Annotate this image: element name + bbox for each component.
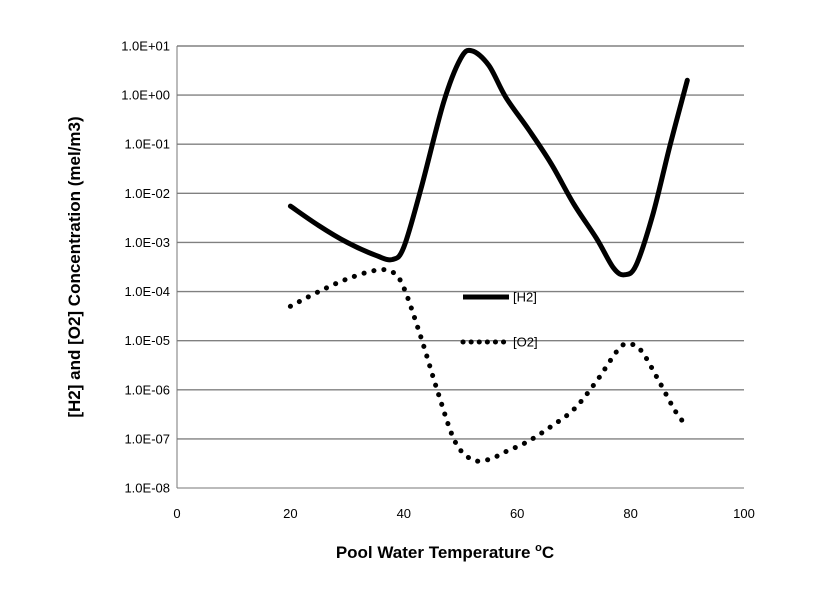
- x-tick-label: 0: [173, 506, 180, 521]
- series-lines: [287, 47, 690, 464]
- y-tick-label: 1.0E-07: [124, 431, 170, 446]
- y-tick-label: 1.0E-03: [124, 235, 170, 250]
- y-tick-label: 1.0E+00: [121, 88, 170, 103]
- x-tick-label: 60: [510, 506, 524, 521]
- x-axis-title: Pool Water Temperature oC: [336, 542, 554, 562]
- x-tick-label: 100: [733, 506, 755, 521]
- series-h2-line: [287, 47, 690, 278]
- x-tick-label: 80: [623, 506, 637, 521]
- y-tick-label: 1.0E-05: [124, 333, 170, 348]
- legend: [H2] [O2]: [460, 290, 538, 350]
- series-o2-line: [287, 267, 690, 464]
- x-tick-labels: 0 20 40 60 80 100: [173, 506, 754, 521]
- gridlines: [177, 45, 744, 440]
- y-tick-labels: 1.0E+01 1.0E+00 1.0E-01 1.0E-02 1.0E-03 1.0E-…: [121, 39, 170, 496]
- y-axis-title: [H2] and [O2] Concentration (mel/m3): [65, 116, 84, 417]
- x-axis-title-unit: C: [542, 543, 554, 562]
- y-tick-label: 1.0E-06: [124, 382, 170, 397]
- x-axis-title-sup: o: [535, 542, 542, 554]
- x-axis-title-main: Pool Water Temperature: [336, 543, 531, 562]
- y-tick-label: 1.0E-01: [124, 137, 170, 152]
- y-tick-label: 1.0E-02: [124, 186, 170, 201]
- legend-label: [O2]: [513, 335, 538, 350]
- y-tick-label: 1.0E-04: [124, 284, 170, 299]
- x-tick-label: 40: [397, 506, 411, 521]
- y-tick-label: 1.0E-08: [124, 481, 170, 496]
- legend-label: [H2]: [513, 290, 537, 305]
- y-tick-label: 1.0E+01: [121, 39, 170, 54]
- axes: [176, 46, 744, 489]
- x-tick-label: 20: [283, 506, 297, 521]
